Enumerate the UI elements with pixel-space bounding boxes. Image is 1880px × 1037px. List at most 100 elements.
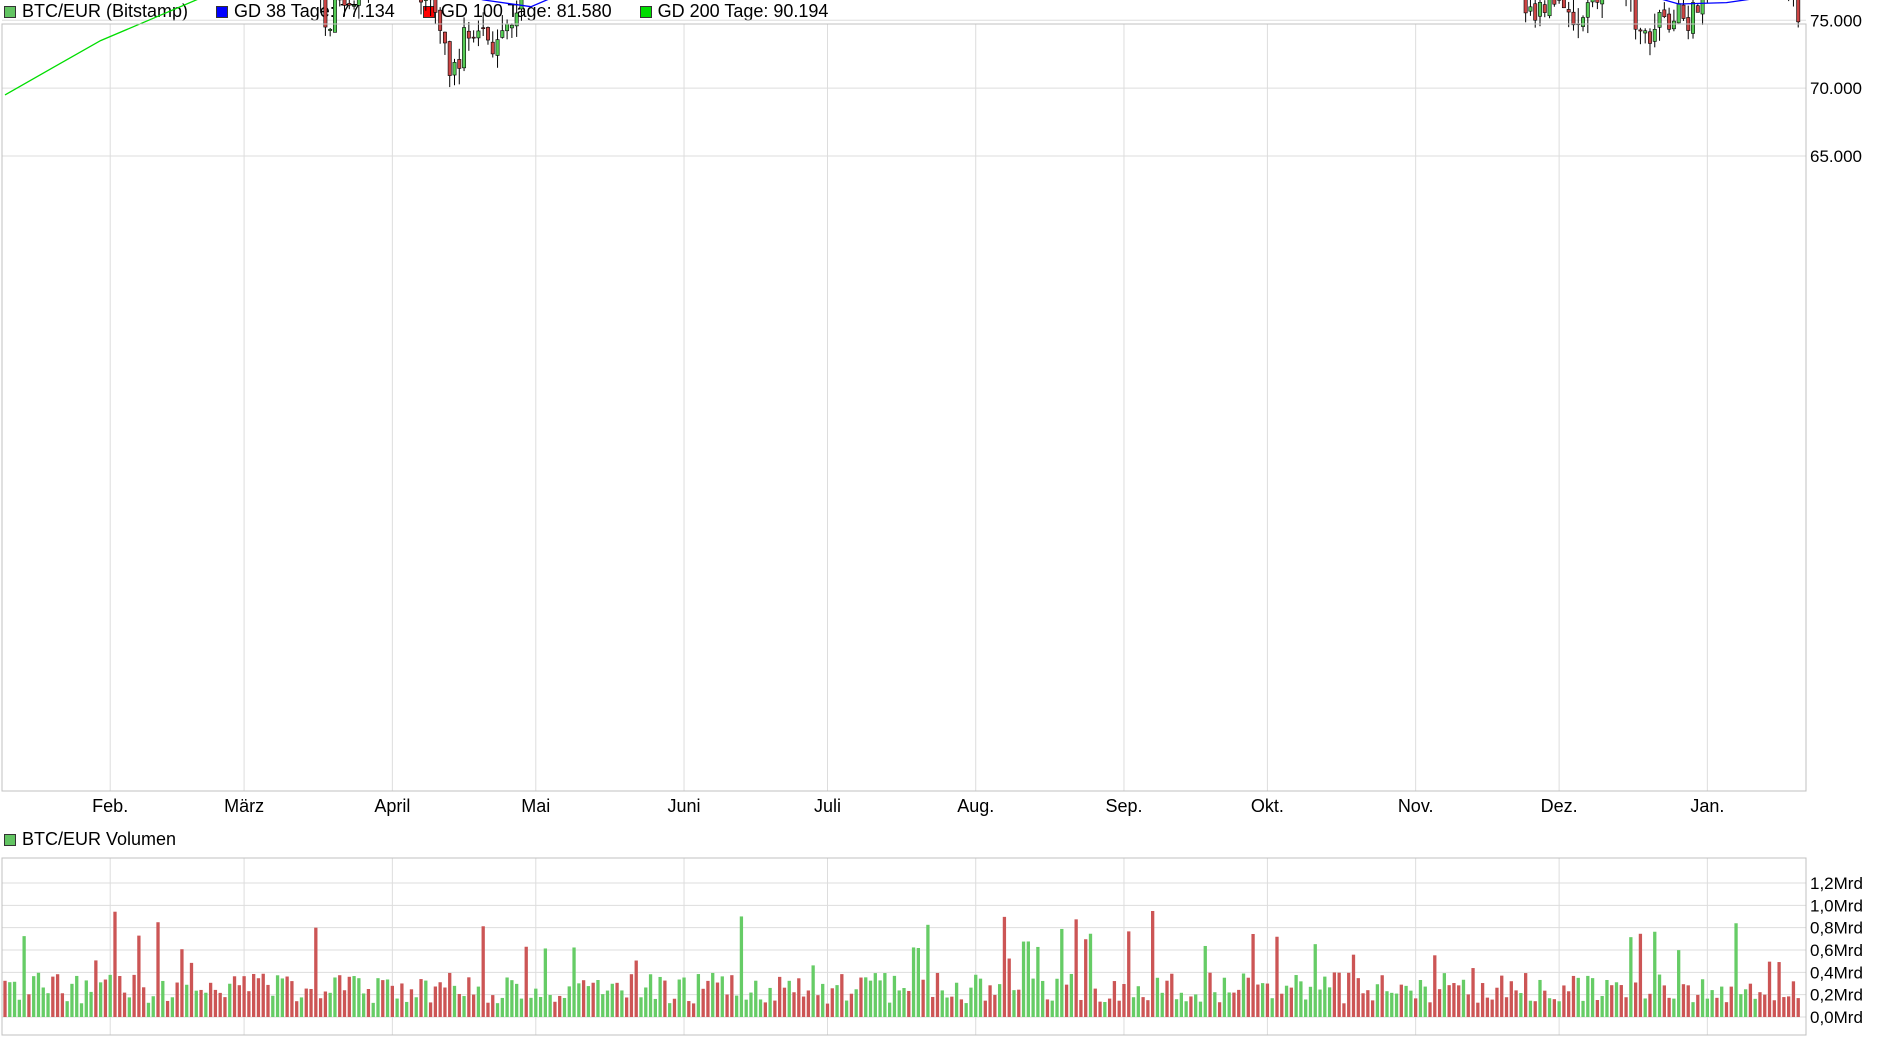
volume-bar xyxy=(778,976,782,1017)
candle-body xyxy=(1585,2,1590,18)
volume-bar xyxy=(964,1003,968,1017)
volume-bar xyxy=(1758,992,1762,1017)
volume-legend: BTC/EUR Volumen xyxy=(4,829,176,850)
volume-tick-label: 0,2Mrd xyxy=(1810,986,1863,1005)
x-tick-label: Feb. xyxy=(92,796,128,816)
volume-bar xyxy=(1237,989,1241,1017)
volume-bar xyxy=(734,995,739,1017)
candle-body xyxy=(333,0,337,33)
volume-bar xyxy=(405,1001,409,1017)
volume-bar xyxy=(581,980,586,1017)
volume-bar xyxy=(878,980,882,1017)
volume-bar xyxy=(701,988,705,1017)
volume-bar xyxy=(118,976,122,1017)
volume-bar xyxy=(1060,928,1064,1017)
volume-bar xyxy=(1294,975,1298,1017)
volume-bar xyxy=(730,975,734,1017)
volume-bar xyxy=(907,990,911,1017)
volume-bar xyxy=(1653,931,1657,1017)
volume-bar xyxy=(505,977,509,1017)
legend-item-ma200: GD 200 Tage: 90.194 xyxy=(639,1,828,22)
volume-bar xyxy=(170,997,175,1017)
volume-bar xyxy=(280,978,284,1017)
volume-bar xyxy=(935,972,940,1017)
volume-bar xyxy=(725,994,729,1017)
volume-bar xyxy=(558,995,562,1017)
x-tick-label: Juli xyxy=(814,796,841,816)
volume-bar xyxy=(46,993,50,1017)
volume-bar xyxy=(1213,992,1217,1017)
volume-bar xyxy=(1280,993,1284,1017)
volume-bar xyxy=(1409,990,1413,1017)
candle-body xyxy=(1652,28,1657,42)
volume-bar xyxy=(591,982,595,1017)
volume-bar xyxy=(1672,998,1676,1017)
volume-bar xyxy=(787,980,791,1017)
volume-bar xyxy=(586,986,591,1017)
volume-bar xyxy=(897,990,901,1017)
volume-bar xyxy=(715,982,720,1017)
volume-bar xyxy=(749,992,753,1017)
volume-bar xyxy=(424,980,428,1017)
volume-bar xyxy=(950,996,954,1017)
volume-bar xyxy=(663,980,667,1017)
volume-bar xyxy=(247,991,251,1017)
ma-line-gd-38-tage xyxy=(481,0,1750,8)
volume-bar xyxy=(1093,988,1097,1017)
volume-bar xyxy=(218,992,222,1017)
volume-bar xyxy=(1232,992,1236,1017)
volume-bar xyxy=(830,988,834,1017)
volume-bar xyxy=(70,983,74,1017)
candle-body xyxy=(1796,0,1801,23)
volume-bar xyxy=(629,974,634,1017)
candle-body xyxy=(1542,4,1547,13)
volume-bar xyxy=(8,982,12,1017)
volume-bar xyxy=(338,975,342,1017)
volume-bar xyxy=(1012,990,1016,1017)
volume-bar xyxy=(1619,985,1623,1017)
volume-bar xyxy=(161,980,165,1017)
candle-body xyxy=(505,23,510,32)
volume-bar xyxy=(1748,983,1753,1017)
volume-bar xyxy=(1050,1000,1054,1017)
volume-bar xyxy=(1729,986,1733,1017)
volume-bar xyxy=(452,985,457,1017)
volume-bar xyxy=(1270,998,1274,1017)
volume-bar xyxy=(1165,980,1169,1017)
x-tick-label: Juni xyxy=(668,796,701,816)
volume-bar xyxy=(1423,986,1427,1017)
volume-bar xyxy=(113,911,117,1017)
candle-body xyxy=(442,31,447,44)
volume-bar xyxy=(1227,992,1231,1017)
volume-bar xyxy=(1260,983,1265,1017)
volume-bar xyxy=(1504,997,1509,1017)
volume-bar xyxy=(1299,981,1303,1017)
candle-body xyxy=(481,27,486,29)
x-tick-label: Jan. xyxy=(1690,796,1724,816)
volume-bar xyxy=(1772,1000,1776,1017)
candle-body xyxy=(447,41,452,76)
volume-bar xyxy=(1098,1001,1102,1017)
volume-bar xyxy=(1323,976,1327,1017)
candle-body xyxy=(1600,0,1605,5)
volume-bar xyxy=(988,985,992,1017)
volume-bar xyxy=(1342,1003,1346,1017)
candle-body xyxy=(1643,30,1648,34)
volume-bar xyxy=(1184,1001,1188,1017)
volume-bar xyxy=(1074,919,1078,1017)
volume-bar xyxy=(17,999,21,1017)
volume-bar xyxy=(773,1000,777,1017)
volume-bar xyxy=(711,972,715,1017)
volume-bar xyxy=(12,981,17,1017)
volume-bar xyxy=(1347,972,1351,1017)
volume-axis: 0,0Mrd 0,2Mrd 0,4Mrd 0,6Mrd 0,8Mrd 1,0Mrd 1,2M… xyxy=(1810,874,1863,1027)
volume-bar xyxy=(1471,968,1475,1017)
volume-bar xyxy=(1112,981,1117,1017)
candle-body xyxy=(433,0,438,13)
candle-body xyxy=(1671,20,1676,30)
x-tick-label: April xyxy=(374,796,410,816)
price-tick-label: 70.000 xyxy=(1810,79,1862,98)
volume-bar xyxy=(1724,1002,1729,1017)
volume-bar xyxy=(1734,923,1738,1017)
volume-bar xyxy=(1351,954,1356,1017)
